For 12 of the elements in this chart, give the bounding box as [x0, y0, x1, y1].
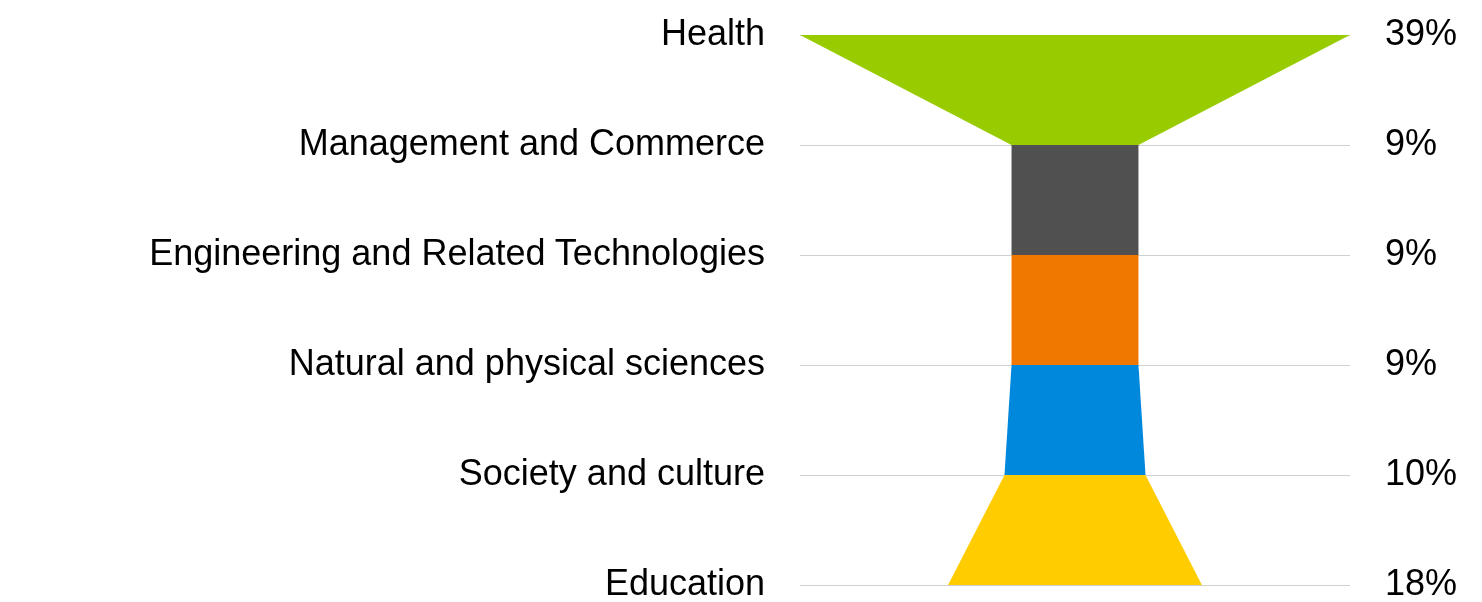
category-label: Engineering and Related Technologies: [149, 231, 765, 273]
category-label: Health: [660, 11, 765, 53]
data-label: 18%: [1385, 561, 1458, 602]
data-label: 9%: [1385, 231, 1438, 273]
data-label: 39%: [1385, 11, 1458, 53]
category-label: Natural and physical sciences: [288, 341, 765, 383]
data-label: 9%: [1385, 341, 1438, 383]
category-label: Management and Commerce: [298, 121, 765, 163]
category-label: Society and culture: [458, 451, 765, 493]
category-label: Education: [604, 561, 765, 602]
data-label: 9%: [1385, 121, 1438, 163]
data-label: 10%: [1385, 451, 1458, 493]
